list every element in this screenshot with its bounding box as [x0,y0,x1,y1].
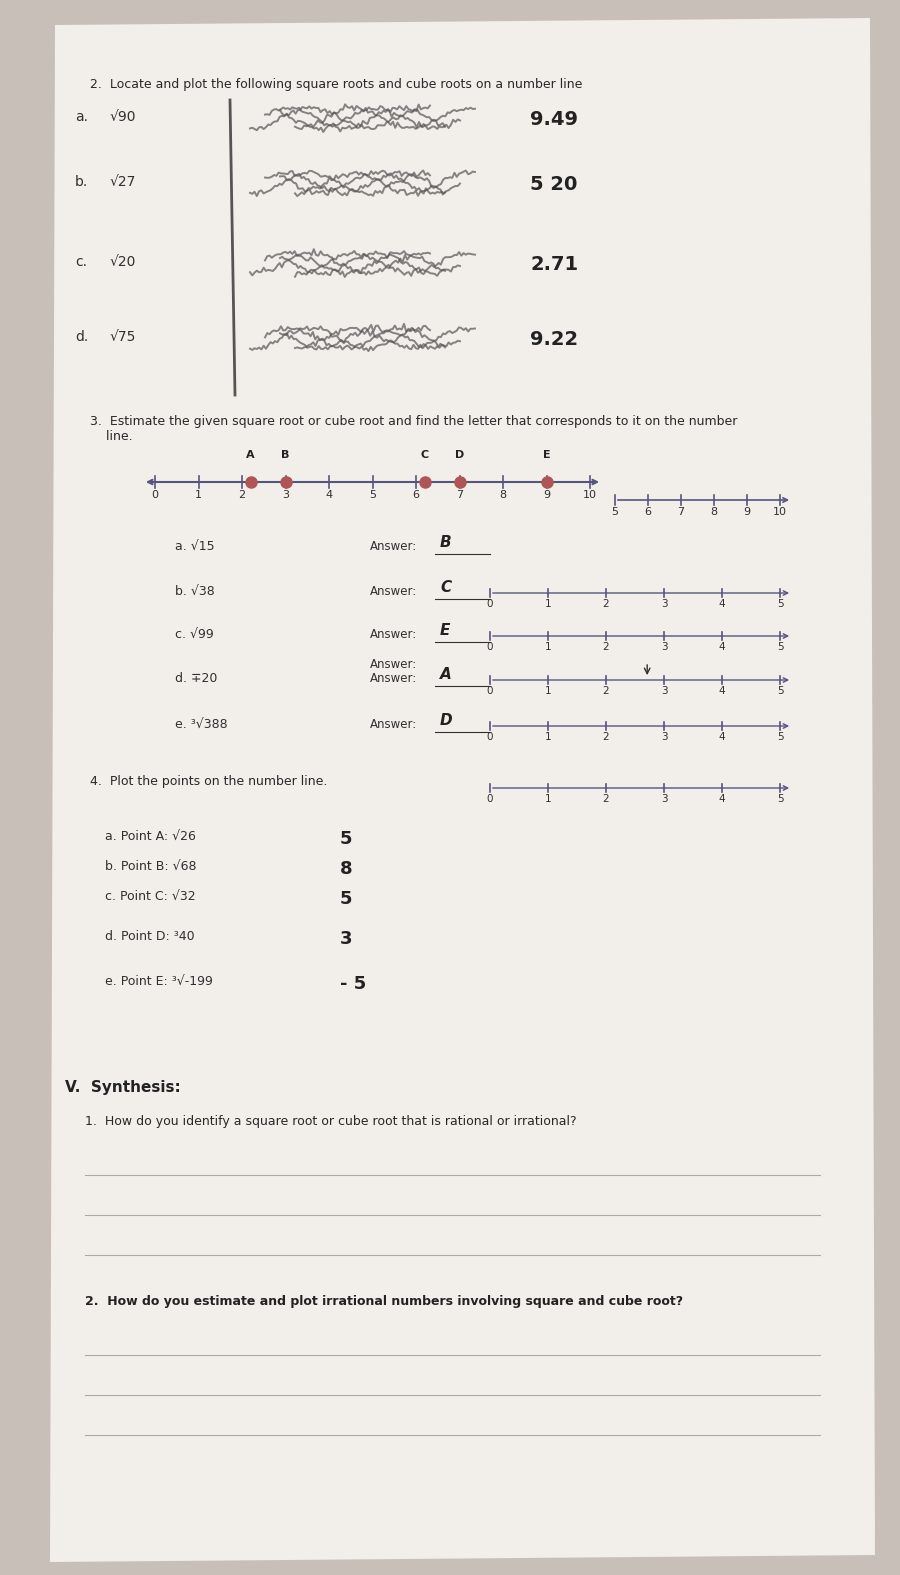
Text: 10: 10 [583,490,597,499]
Text: 6: 6 [412,490,419,499]
Text: b.: b. [75,175,88,189]
Text: 4: 4 [326,490,333,499]
Text: a. Point A: √26: a. Point A: √26 [105,830,196,843]
Text: Answer:: Answer: [370,584,418,599]
Text: 0: 0 [487,687,493,696]
Text: 4: 4 [719,794,725,803]
Text: √20: √20 [110,255,137,269]
Text: a.: a. [75,110,88,124]
Text: a. √15: a. √15 [175,540,214,553]
Text: 9: 9 [743,507,751,517]
Text: d.: d. [75,331,88,343]
Text: 1: 1 [544,794,552,803]
Text: 5: 5 [369,490,376,499]
Text: 3: 3 [661,794,667,803]
Text: 9.22: 9.22 [530,331,578,350]
Text: 0: 0 [487,643,493,652]
Text: e. Point E: ³√-199: e. Point E: ³√-199 [105,975,213,988]
Text: 1: 1 [544,643,552,652]
Text: 2.  Locate and plot the following square roots and cube roots on a number line: 2. Locate and plot the following square … [90,79,582,91]
Text: √27: √27 [110,175,137,189]
Text: 8: 8 [340,860,353,877]
Text: c. Point C: √32: c. Point C: √32 [105,890,195,902]
Text: 2: 2 [603,598,609,610]
Text: 2: 2 [603,794,609,803]
Text: 3: 3 [661,598,667,610]
Text: 2: 2 [603,643,609,652]
Text: 2.  How do you estimate and plot irrational numbers involving square and cube ro: 2. How do you estimate and plot irration… [85,1295,683,1307]
Text: 1: 1 [544,598,552,610]
Text: 8: 8 [500,490,507,499]
Text: 8: 8 [710,507,717,517]
Text: 1: 1 [544,732,552,742]
Text: Answer:: Answer: [370,658,418,671]
Text: B: B [440,536,452,550]
Text: 9.49: 9.49 [530,110,578,129]
Text: d. ∓20: d. ∓20 [175,673,218,685]
Text: 2: 2 [238,490,246,499]
Text: 5: 5 [777,687,783,696]
Text: 0: 0 [487,732,493,742]
Text: 5: 5 [777,732,783,742]
Text: c. √99: c. √99 [175,628,214,641]
Text: 3.  Estimate the given square root or cube root and find the letter that corresp: 3. Estimate the given square root or cub… [90,414,737,443]
Text: 3: 3 [661,732,667,742]
Text: 7: 7 [678,507,685,517]
Text: Answer:: Answer: [370,540,418,553]
Text: 2.71: 2.71 [530,255,578,274]
Text: 2: 2 [603,732,609,742]
Text: 0: 0 [487,598,493,610]
Text: √90: √90 [110,110,137,124]
Text: A: A [247,450,255,460]
Text: 10: 10 [773,507,787,517]
Text: 2: 2 [603,687,609,696]
Text: 7: 7 [456,490,464,499]
Text: 4.  Plot the points on the number line.: 4. Plot the points on the number line. [90,775,328,788]
Text: 3: 3 [340,929,353,948]
Text: Answer:: Answer: [370,718,418,731]
Text: V.  Synthesis:: V. Synthesis: [65,1080,181,1095]
Text: 5: 5 [340,890,353,909]
Text: 1.  How do you identify a square root or cube root that is rational or irrationa: 1. How do you identify a square root or … [85,1115,577,1128]
Text: Answer:: Answer: [370,673,418,685]
Text: B: B [282,450,290,460]
Text: √75: √75 [110,331,137,343]
Text: 5: 5 [340,830,353,847]
Text: 1: 1 [195,490,202,499]
Text: E: E [543,450,550,460]
Polygon shape [50,17,875,1562]
Text: 3: 3 [282,490,289,499]
Text: 5: 5 [777,643,783,652]
Text: 5 20: 5 20 [530,175,578,194]
Text: 3: 3 [661,643,667,652]
Text: 5: 5 [777,794,783,803]
Text: 1: 1 [544,687,552,696]
Text: 3: 3 [661,687,667,696]
Text: 9: 9 [543,490,550,499]
Text: 0: 0 [151,490,158,499]
Text: 5: 5 [777,598,783,610]
Text: c.: c. [75,255,87,269]
Text: C: C [440,580,451,595]
Text: 6: 6 [644,507,652,517]
Text: 4: 4 [719,643,725,652]
Text: 5: 5 [611,507,618,517]
Text: 4: 4 [719,598,725,610]
Text: 4: 4 [719,687,725,696]
Text: D: D [440,713,453,728]
Text: Answer:: Answer: [370,628,418,641]
Text: b. √38: b. √38 [175,584,215,599]
Text: 0: 0 [487,794,493,803]
Text: A: A [440,666,452,682]
Text: E: E [440,624,450,638]
Text: b. Point B: √68: b. Point B: √68 [105,860,196,873]
Text: d. Point D: ³40: d. Point D: ³40 [105,929,194,943]
Text: C: C [420,450,428,460]
Text: e. ³√388: e. ³√388 [175,718,228,731]
Text: 4: 4 [719,732,725,742]
Text: - 5: - 5 [340,975,366,992]
Text: D: D [454,450,464,460]
